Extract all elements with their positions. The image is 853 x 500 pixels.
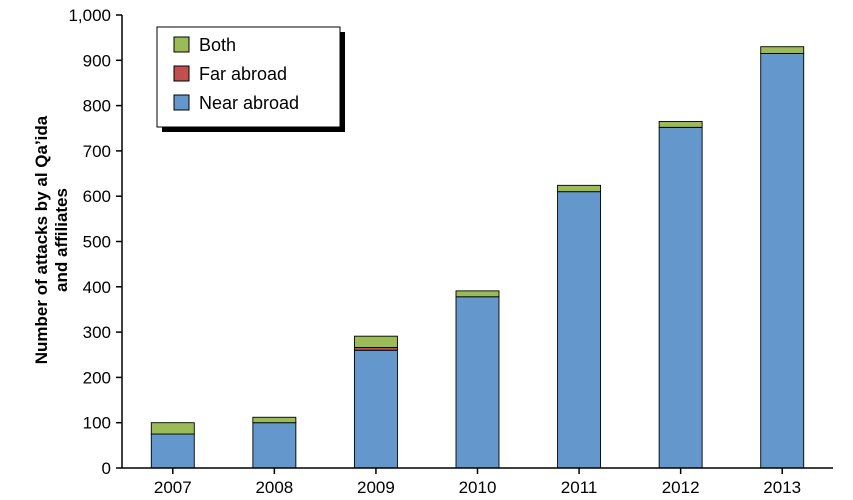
y-tick-label: 800 — [83, 97, 111, 116]
bar-both-2012 — [658, 121, 703, 128]
bar-near-abroad-2007 — [150, 433, 195, 469]
x-tick-label: 2010 — [459, 478, 497, 497]
y-tick-label: 200 — [83, 368, 111, 387]
bar-both-2009 — [353, 335, 398, 348]
x-tick-label: 2007 — [154, 478, 192, 497]
x-tick-label: 2012 — [662, 478, 700, 497]
legend: Both Far abroad Near abroad — [156, 26, 345, 132]
bar-both-2013 — [760, 46, 805, 54]
bar-both-2007 — [150, 422, 195, 435]
y-tick-label: 100 — [83, 414, 111, 433]
legend-label: Far abroad — [199, 64, 287, 84]
bars — [150, 46, 805, 469]
y-tick-label: 400 — [83, 278, 111, 297]
legend-swatch — [173, 65, 190, 82]
x-tick-label: 2011 — [561, 478, 598, 497]
bar-near-abroad-2010 — [455, 296, 500, 469]
legend-label: Both — [199, 35, 236, 55]
y-tick-label: 700 — [83, 142, 111, 161]
legend-label: Near abroad — [199, 93, 299, 113]
y-axis-ticks: 0 100 200 300 400 500 600 700 800 900 1,000 — [68, 6, 122, 478]
bar-near-abroad-2012 — [658, 126, 703, 469]
bar-near-abroad-2011 — [557, 191, 602, 469]
x-tick-label: 2013 — [763, 478, 801, 497]
bar-near-abroad-2008 — [252, 422, 297, 469]
y-tick-label: 600 — [83, 187, 111, 206]
y-tick-label: 300 — [83, 323, 111, 342]
bar-both-2008 — [252, 416, 297, 424]
x-axis-ticks: 2007 2008 2009 2010 2011 2012 2013 — [154, 468, 801, 497]
x-tick-label: 2009 — [357, 478, 395, 497]
bar-near-abroad-2009 — [353, 349, 398, 469]
axes — [121, 15, 833, 469]
bar-near-abroad-2013 — [760, 53, 805, 469]
y-tick-label: 0 — [102, 459, 111, 478]
bar-both-2010 — [455, 290, 500, 298]
y-tick-label: 1,000 — [68, 6, 111, 25]
legend-swatch — [173, 36, 190, 53]
y-tick-label: 900 — [83, 51, 111, 70]
y-tick-label: 500 — [83, 233, 111, 252]
bar-both-2011 — [557, 184, 602, 193]
y-axis-title-line-2: and affiliates — [52, 188, 71, 292]
legend-swatch — [173, 94, 190, 111]
x-tick-label: 2008 — [255, 478, 293, 497]
y-axis-title: Number of attacks by al Qa’ida and affil… — [32, 115, 71, 364]
y-axis-title-line-1: Number of attacks by al Qa’ida — [32, 115, 51, 364]
